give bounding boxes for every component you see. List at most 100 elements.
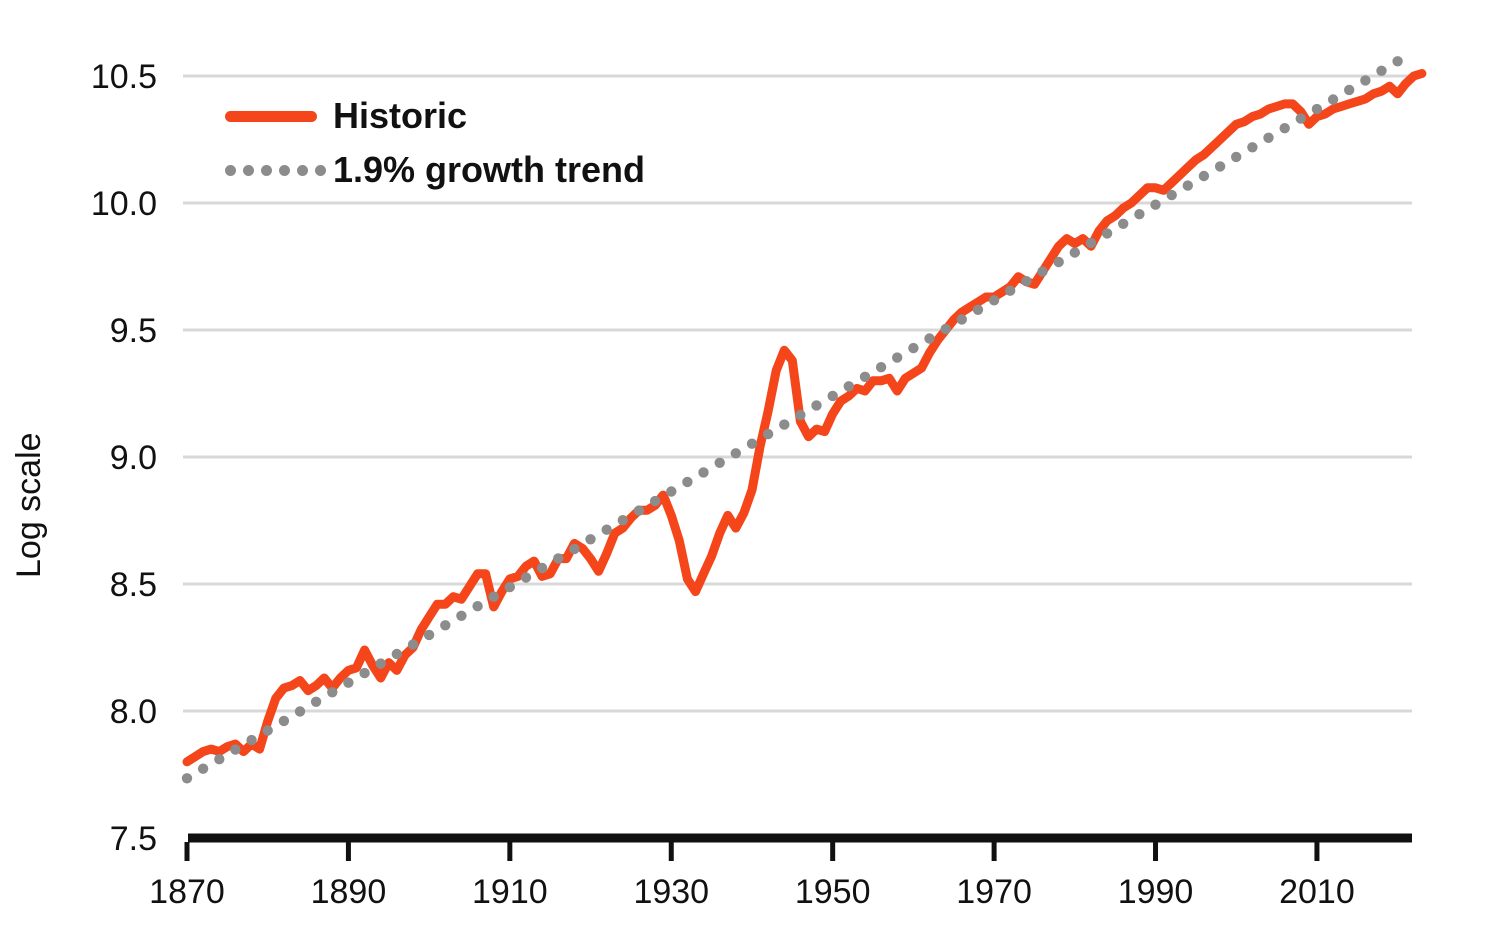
trend-dot — [730, 448, 741, 459]
trend-dot — [762, 428, 774, 440]
trend-dot — [343, 677, 354, 688]
x-tick-label: 1950 — [795, 873, 871, 911]
historic-line — [182, 69, 1427, 767]
trend-dot — [214, 754, 225, 765]
trend-dot — [666, 486, 677, 497]
trend-dot — [327, 687, 338, 698]
trend-dot — [520, 572, 532, 583]
legend: Historic 1.9% growth trend — [225, 95, 645, 203]
trend-dot — [440, 620, 451, 631]
trend-dot — [1295, 113, 1307, 124]
trend-swatch-cell — [225, 164, 326, 176]
trend-dot — [1053, 256, 1064, 268]
x-tick-label: 1970 — [956, 873, 1032, 911]
trend-dot — [197, 763, 209, 774]
trend-dot — [633, 505, 645, 516]
y-axis-title: Log scale — [10, 432, 48, 578]
trend-dots-swatch — [225, 164, 326, 176]
x-tick-label: 1990 — [1118, 873, 1194, 911]
y-tick-label: 7.5 — [110, 820, 157, 858]
trend-dot — [875, 362, 887, 373]
trend-dot — [859, 371, 871, 382]
trend-dot — [391, 648, 402, 660]
trend-dot — [1279, 123, 1290, 134]
y-tick-label: 9.0 — [110, 439, 157, 477]
trend-dot — [1247, 142, 1258, 153]
trend-dot — [617, 515, 628, 526]
trend-dot — [230, 744, 241, 755]
y-tick-label: 8.5 — [110, 566, 157, 604]
trend-dot — [988, 295, 1000, 306]
trend-dot — [892, 352, 903, 363]
trend-dot — [1327, 94, 1339, 105]
trend-dot — [1150, 199, 1161, 210]
trend-dot — [585, 534, 596, 545]
trend-dot — [1021, 276, 1032, 287]
x-tick-label: 1890 — [311, 873, 387, 911]
trend-dot — [1392, 56, 1403, 67]
trend-dot — [310, 696, 322, 707]
trend-dot — [1231, 151, 1242, 163]
y-tick-label: 9.5 — [110, 312, 157, 350]
historic-swatch-cell — [225, 110, 325, 122]
trend-dot — [569, 543, 580, 555]
trend-dot — [246, 734, 257, 746]
trend-dot — [601, 524, 612, 535]
trend-dot — [456, 610, 467, 621]
trend-dot — [1311, 103, 1323, 115]
trend-dot — [1005, 285, 1016, 296]
trend-dot — [359, 667, 370, 679]
trend-dot — [1344, 84, 1355, 96]
trend-dot — [649, 495, 661, 507]
trend-dot — [1037, 266, 1048, 277]
trend-dot — [908, 342, 919, 354]
x-tick-label: 1910 — [472, 873, 548, 911]
trend-dot — [698, 467, 709, 478]
x-tick-label: 1870 — [149, 873, 225, 911]
trend-dot — [1085, 237, 1097, 249]
trend-dot — [779, 419, 790, 430]
trend-dot — [746, 438, 758, 449]
trend-dot — [504, 581, 515, 593]
trend-dot — [1263, 132, 1274, 143]
trend-dot — [553, 553, 564, 564]
trend-dot — [811, 400, 822, 411]
trend-dot — [278, 715, 290, 727]
trend-dot — [375, 658, 386, 669]
trend-dot — [1101, 228, 1113, 239]
trend-dot — [827, 390, 838, 402]
legend-item-growth-trend: 1.9% growth trend — [225, 149, 645, 191]
trend-dot — [1360, 75, 1371, 86]
trend-dot — [843, 381, 854, 392]
trend-dot — [924, 333, 935, 344]
trend-dot — [682, 476, 693, 488]
trend-dot — [536, 562, 548, 574]
legend-label-growth-trend: 1.9% growth trend — [333, 149, 646, 190]
trend-dot — [472, 601, 483, 612]
trend-dot — [1214, 161, 1226, 172]
x-tick-label: 1930 — [633, 873, 709, 911]
legend-item-historic: Historic — [225, 95, 645, 137]
trend-dot — [262, 725, 273, 736]
trend-dot — [956, 314, 967, 325]
trend-dot — [488, 591, 499, 602]
trend-dot — [181, 773, 193, 784]
trend-dot — [795, 409, 806, 421]
y-tick-label: 10.5 — [91, 58, 157, 96]
trend-dot — [1134, 209, 1145, 220]
y-tick-label: 10.0 — [91, 185, 157, 223]
historic-line-swatch — [225, 110, 317, 122]
x-tick-label: 2010 — [1279, 873, 1355, 911]
legend-label-historic: Historic — [333, 95, 468, 136]
trend-dot — [972, 304, 984, 315]
trend-dot — [1376, 65, 1387, 77]
trend-dot — [423, 629, 435, 641]
trend-dot — [1198, 170, 1210, 182]
trend-dot — [1166, 189, 1177, 201]
trend-dot — [1118, 218, 1129, 229]
trend-dot — [294, 706, 306, 717]
trend-dot — [1069, 247, 1081, 258]
trend-dot — [714, 457, 725, 468]
